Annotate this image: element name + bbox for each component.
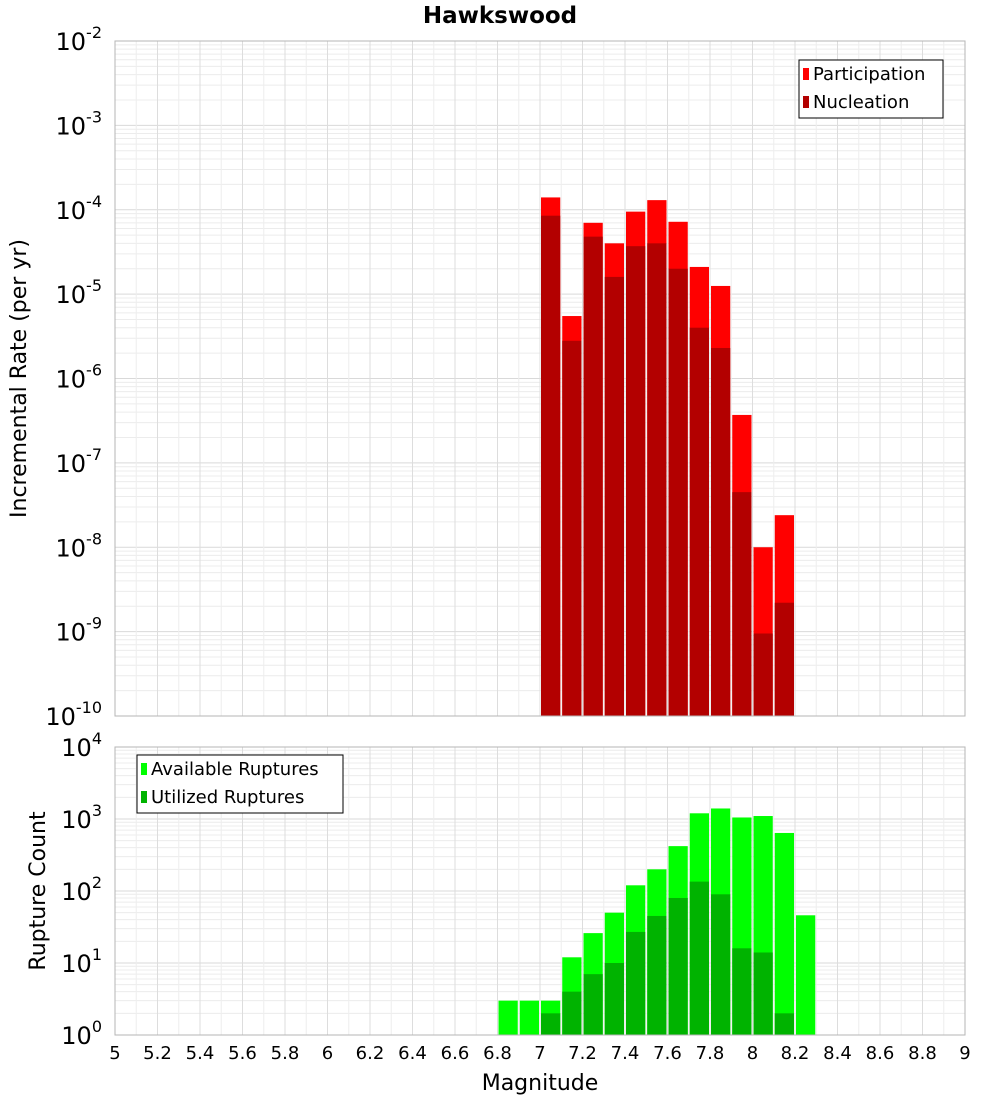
legend-label: Nucleation bbox=[813, 92, 909, 113]
y-tick-label: 102 bbox=[61, 873, 102, 906]
legend-swatch bbox=[141, 791, 147, 803]
x-tick-label: 7.6 bbox=[653, 1043, 682, 1064]
x-tick-label: 6.6 bbox=[441, 1043, 470, 1064]
y-tick-label: 104 bbox=[61, 729, 102, 762]
y-tick-label: 10-6 bbox=[56, 361, 103, 394]
bar-available-ruptures bbox=[498, 1000, 518, 1035]
x-tick-label: 7.2 bbox=[568, 1043, 597, 1064]
y-tick-label: 103 bbox=[61, 801, 102, 834]
bar-utilized-ruptures bbox=[647, 915, 667, 1035]
bar-available-ruptures bbox=[774, 832, 794, 1035]
y-tick-label: 10-3 bbox=[56, 107, 103, 140]
y-tick-label: 101 bbox=[61, 945, 102, 978]
x-tick-label: 6.2 bbox=[356, 1043, 385, 1064]
x-tick-label: 5.2 bbox=[143, 1043, 172, 1064]
legend-box bbox=[798, 59, 944, 119]
x-tick-label: 9 bbox=[959, 1043, 970, 1064]
bar-nucleation bbox=[583, 236, 603, 716]
y-tick-label: 100 bbox=[61, 1017, 102, 1050]
legend-label: Utilized Ruptures bbox=[151, 787, 304, 808]
bar-utilized-ruptures bbox=[668, 897, 688, 1035]
x-tick-label: 5.6 bbox=[228, 1043, 257, 1064]
x-tick-label: 6.4 bbox=[398, 1043, 427, 1064]
x-tick-label: 7.4 bbox=[611, 1043, 640, 1064]
x-tick-label: 8.2 bbox=[781, 1043, 810, 1064]
y-tick-label: 10-4 bbox=[56, 192, 103, 225]
x-tick-label: 6 bbox=[322, 1043, 333, 1064]
x-tick-label: 5.4 bbox=[186, 1043, 215, 1064]
x-tick-label: 7.8 bbox=[696, 1043, 725, 1064]
bar-utilized-ruptures bbox=[604, 963, 624, 1035]
legend-box bbox=[136, 754, 344, 814]
bar-nucleation bbox=[541, 215, 561, 717]
x-axis-label: Magnitude bbox=[482, 1071, 599, 1096]
bar-nucleation bbox=[689, 327, 709, 716]
bar-available-ruptures bbox=[796, 915, 816, 1035]
y-tick-label: 10-7 bbox=[56, 445, 103, 478]
x-tick-label: 8.6 bbox=[866, 1043, 895, 1064]
y-tick-label: 10-5 bbox=[56, 276, 103, 309]
x-tick-label: 7 bbox=[534, 1043, 545, 1064]
bar-utilized-ruptures bbox=[774, 1013, 794, 1035]
x-tick-label: 5 bbox=[109, 1043, 120, 1064]
chart-title: Hawkswood bbox=[423, 3, 577, 29]
x-tick-label: 5.8 bbox=[271, 1043, 300, 1064]
bar-nucleation bbox=[732, 492, 752, 716]
y-tick-label: 10-2 bbox=[56, 23, 103, 56]
bar-utilized-ruptures bbox=[753, 952, 773, 1035]
bar-utilized-ruptures bbox=[626, 931, 646, 1035]
plot-frame-1 bbox=[114, 40, 966, 717]
x-tick-label: 8.8 bbox=[908, 1043, 937, 1064]
bar-nucleation bbox=[647, 243, 667, 717]
x-tick-label: 6.8 bbox=[483, 1043, 512, 1064]
x-tick-label: 8 bbox=[747, 1043, 758, 1064]
bar-nucleation bbox=[604, 276, 624, 716]
bar-nucleation bbox=[774, 602, 794, 716]
legend-swatch bbox=[141, 763, 147, 775]
bar-utilized-ruptures bbox=[583, 974, 603, 1035]
bar-nucleation bbox=[626, 246, 646, 716]
legend-swatch bbox=[803, 96, 809, 108]
legend-label: Participation bbox=[813, 64, 925, 85]
bar-available-ruptures bbox=[519, 1000, 539, 1035]
legend-swatch bbox=[803, 68, 809, 80]
y-axis-label: Rupture Count bbox=[26, 811, 51, 971]
legend-label: Available Ruptures bbox=[151, 759, 319, 780]
bar-nucleation bbox=[711, 347, 731, 716]
bar-utilized-ruptures bbox=[689, 881, 709, 1035]
bar-utilized-ruptures bbox=[562, 991, 582, 1035]
x-tick-label: 8.4 bbox=[823, 1043, 852, 1064]
bar-nucleation bbox=[753, 633, 773, 716]
bar-utilized-ruptures bbox=[732, 948, 752, 1035]
y-axis-label: Incremental Rate (per yr) bbox=[7, 239, 32, 518]
bar-nucleation bbox=[562, 340, 582, 716]
plot-frame-2 bbox=[114, 746, 966, 1036]
bar-utilized-ruptures bbox=[541, 1013, 561, 1035]
y-tick-label: 10-8 bbox=[56, 529, 103, 562]
y-tick-label: 10-10 bbox=[45, 698, 102, 731]
y-tick-label: 10-9 bbox=[56, 614, 103, 647]
bar-nucleation bbox=[668, 268, 688, 716]
bar-utilized-ruptures bbox=[711, 894, 731, 1035]
